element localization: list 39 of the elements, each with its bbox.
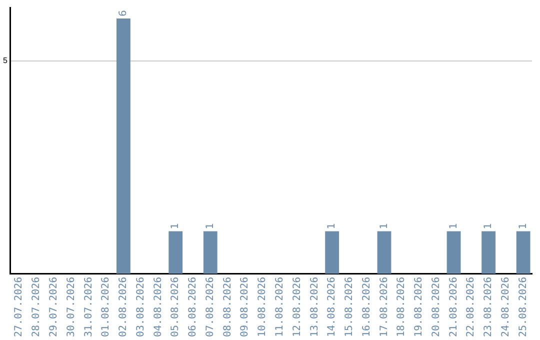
x-tick-label: 15.08.2026 bbox=[344, 276, 356, 338]
x-tick-label: 29.07.2026 bbox=[48, 276, 60, 338]
x-tick-label: 11.08.2026 bbox=[274, 276, 286, 338]
x-tick-label: 04.08.2026 bbox=[152, 276, 164, 338]
data-label: 1 bbox=[378, 222, 390, 230]
x-tick-label: 10.08.2026 bbox=[257, 276, 268, 338]
x-tick-label: 19.08.2026 bbox=[414, 276, 425, 338]
x-tick-label: 12.08.2026 bbox=[292, 276, 303, 338]
x-tick-label: 28.07.2026 bbox=[31, 276, 42, 338]
x-tick-label: 08.08.2026 bbox=[222, 276, 234, 338]
x-tick-label: 06.08.2026 bbox=[188, 276, 199, 338]
x-tick-label: 07.08.2026 bbox=[204, 276, 216, 338]
x-tick-label: 30.07.2026 bbox=[66, 276, 77, 338]
x-tick-label: 31.07.2026 bbox=[83, 276, 94, 338]
x-tick-label: 27.07.2026 bbox=[14, 276, 25, 338]
x-tick-label: 03.08.2026 bbox=[135, 276, 146, 338]
y-tick-label: 5 bbox=[2, 56, 8, 66]
x-tick-label: 09.08.2026 bbox=[240, 276, 251, 338]
x-tick-label: 25.08.2026 bbox=[518, 276, 529, 338]
x-tick-label: 20.08.2026 bbox=[430, 276, 442, 338]
x-tick-label: 17.08.2026 bbox=[378, 276, 390, 338]
data-label: 1 bbox=[170, 222, 182, 230]
x-tick-label: 14.08.2026 bbox=[326, 276, 338, 338]
data-label: 1 bbox=[204, 222, 216, 230]
x-tick-label: 18.08.2026 bbox=[396, 276, 408, 338]
x-tick-label: 13.08.2026 bbox=[309, 276, 320, 338]
x-tick-label: 22.08.2026 bbox=[466, 276, 477, 338]
x-tick-label: 21.08.2026 bbox=[448, 276, 460, 338]
x-tick-label: 02.08.2026 bbox=[118, 276, 130, 338]
x-tick-label: 23.08.2026 bbox=[483, 276, 494, 338]
data-label: 1 bbox=[326, 222, 338, 230]
x-tick-label: 05.08.2026 bbox=[170, 276, 182, 338]
x-tick-label: 16.08.2026 bbox=[361, 276, 372, 338]
x-tick-label: 01.08.2026 bbox=[100, 276, 112, 338]
data-label: 1 bbox=[483, 222, 494, 230]
data-label: 6 bbox=[118, 10, 130, 16]
data-label: 1 bbox=[518, 222, 529, 230]
data-label: 1 bbox=[448, 222, 460, 230]
x-tick-label: 24.08.2026 bbox=[500, 276, 512, 338]
